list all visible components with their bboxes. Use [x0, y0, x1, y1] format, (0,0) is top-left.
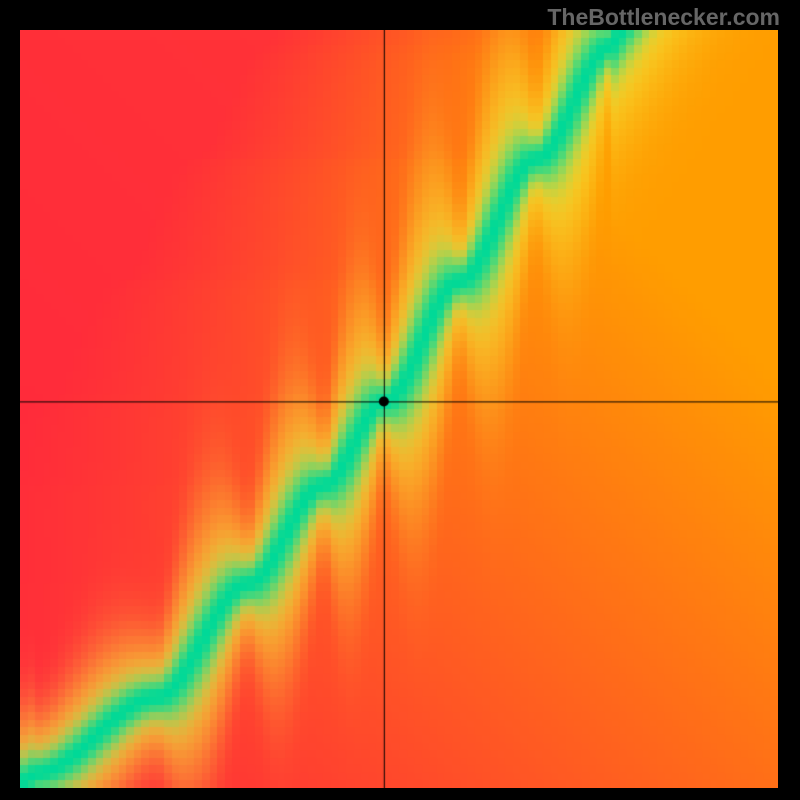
chart-stage: TheBottlenecker.com: [0, 0, 800, 800]
heatmap-canvas: [20, 30, 778, 788]
watermark-text: TheBottlenecker.com: [547, 4, 780, 31]
